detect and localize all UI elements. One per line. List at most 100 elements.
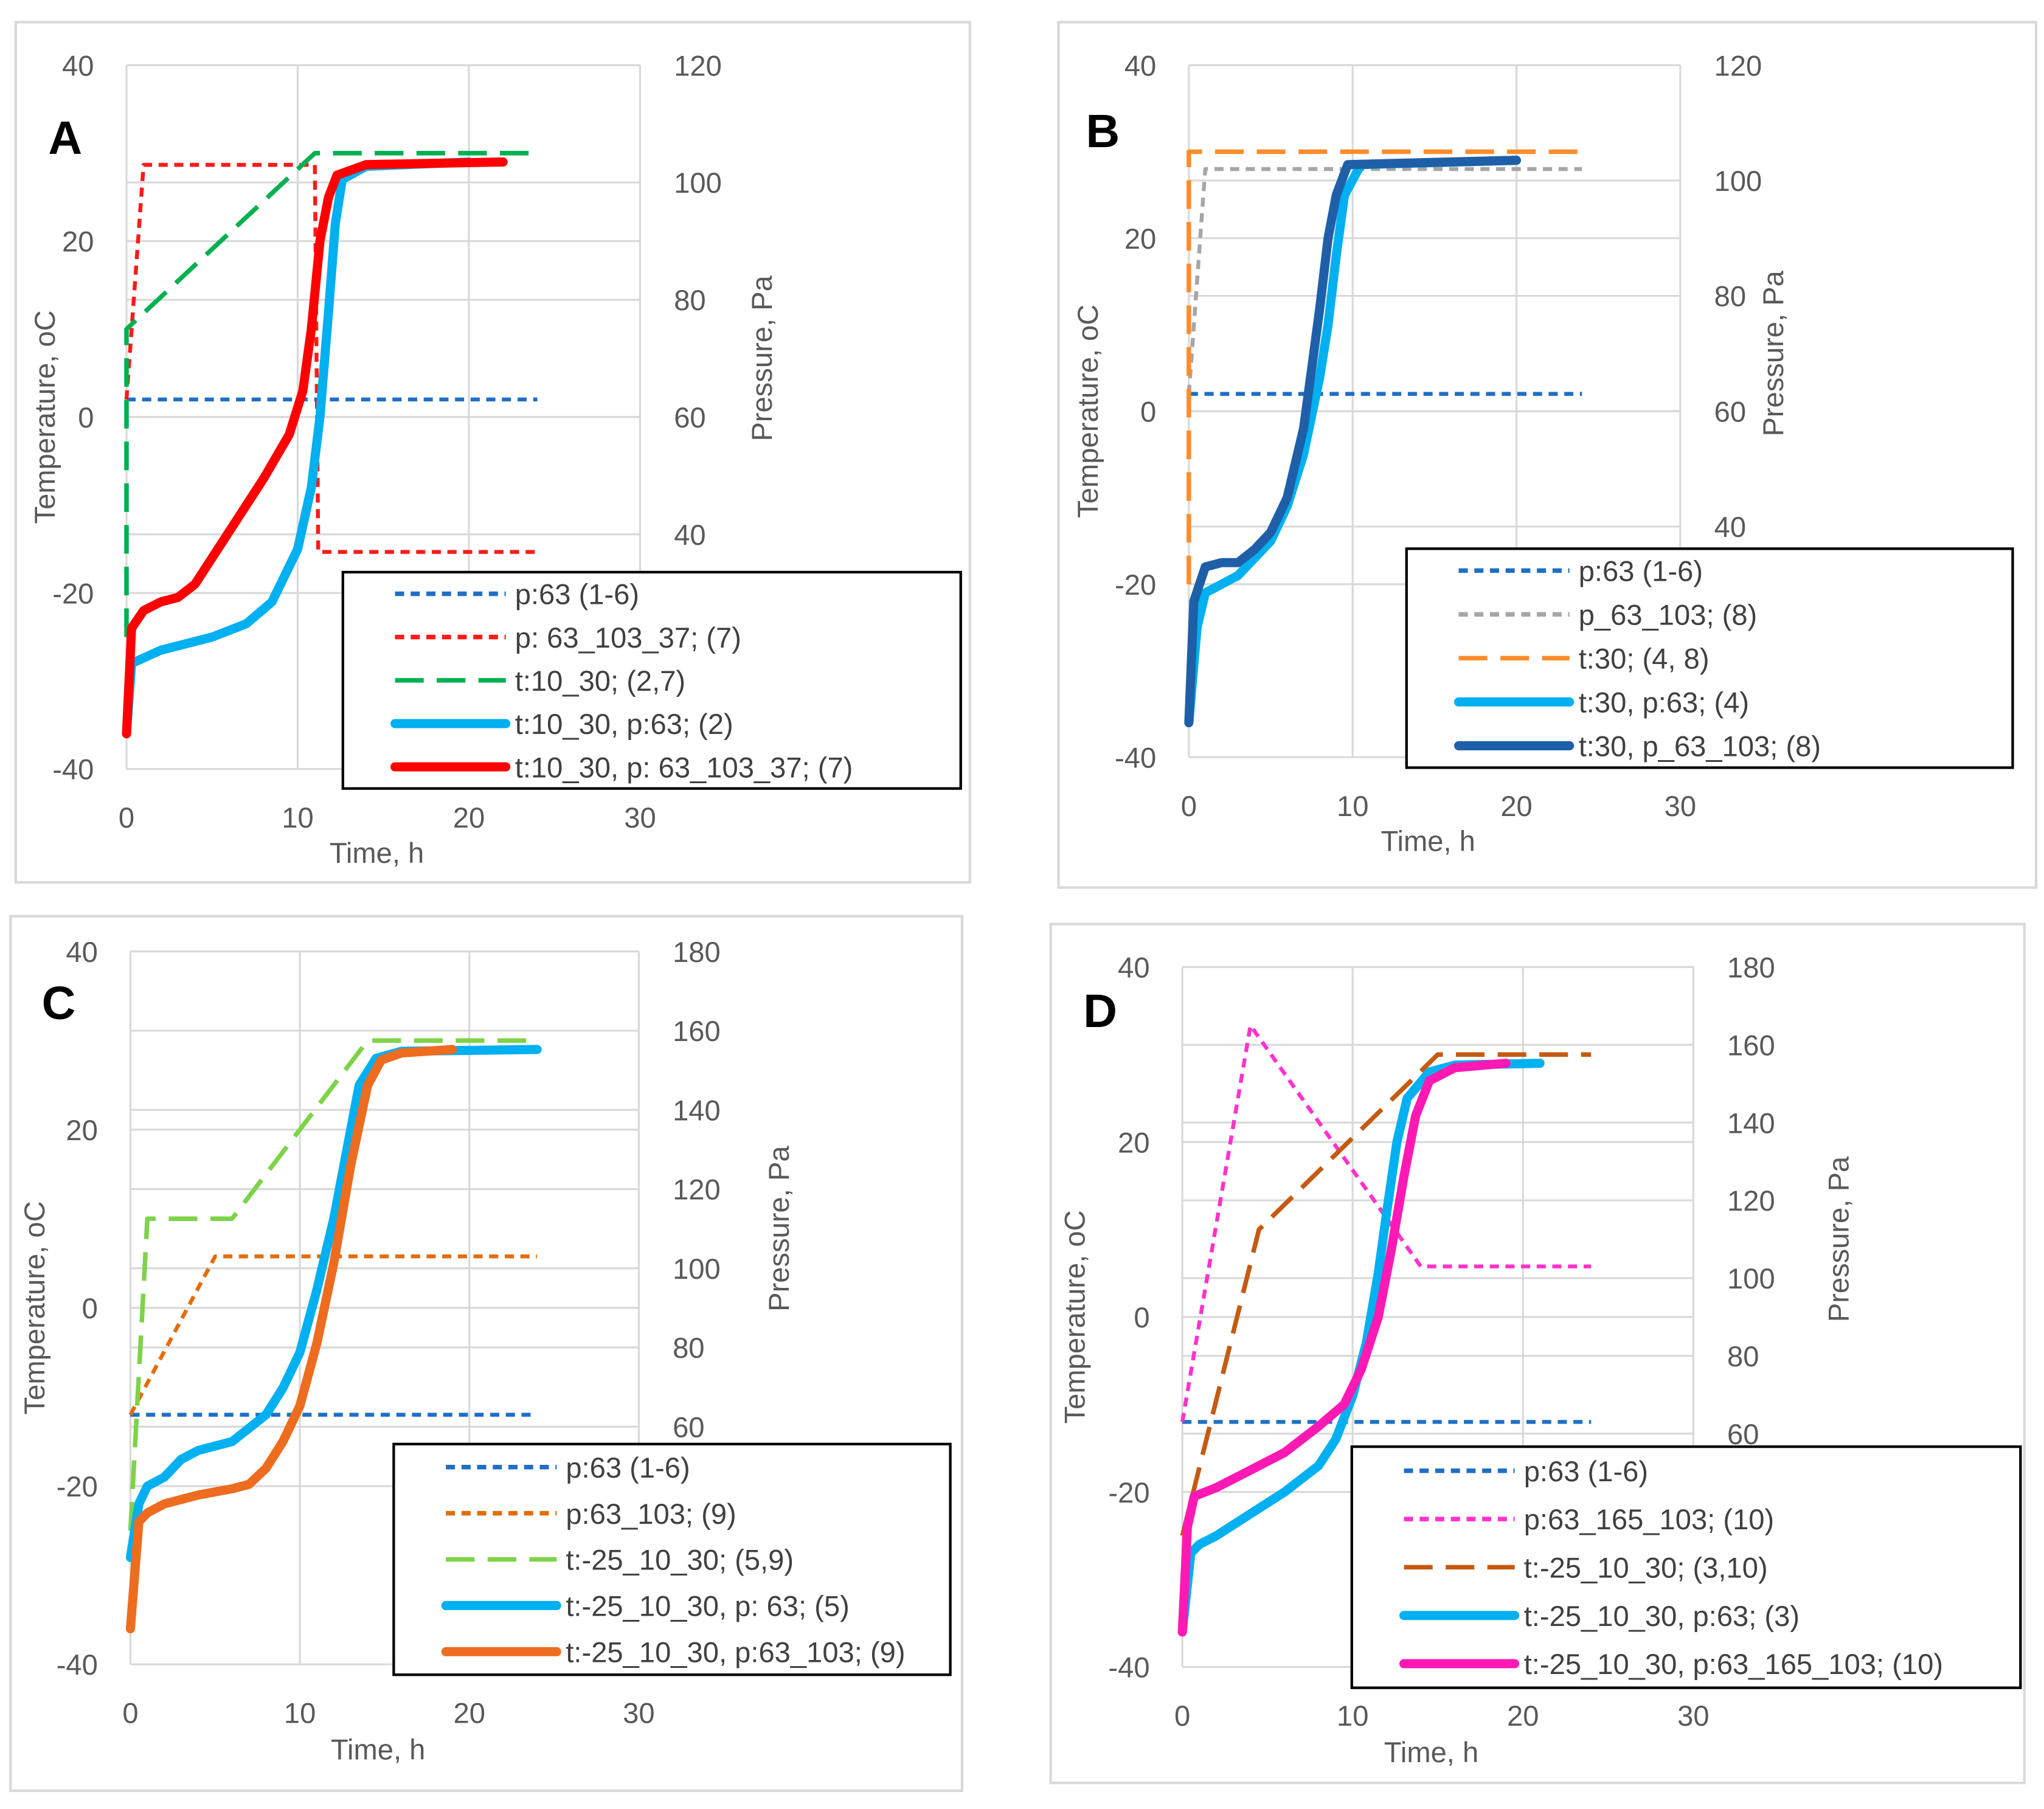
y-tick-label: 20 — [1124, 223, 1156, 255]
y-tick-label: -20 — [1115, 569, 1156, 601]
series-line — [125, 1045, 542, 1562]
series-line — [1180, 1023, 1592, 1422]
panel-b: -40 -20 0 20 40 40 60 80 100 120 0 10 20 30 Time, h Tem… — [1057, 21, 2038, 889]
y2-axis-title: Pressure, Pa — [1822, 1156, 1854, 1322]
legend-label: t:-25_10_30, p:63; (3) — [1524, 1600, 1800, 1632]
legend-item: t:30, p:63; (4) — [1454, 687, 1749, 719]
y2-tick-label: 40 — [1714, 511, 1746, 543]
y2-tick-label: 60 — [673, 1411, 704, 1443]
y2-axis-title: Pressure, Pa — [746, 275, 778, 441]
legend-item: t:-25_10_30; (5,9) — [446, 1544, 794, 1576]
y2-tick-label: 60 — [1714, 395, 1746, 427]
legend-box — [392, 1442, 952, 1676]
x-tick-label: 0 — [1174, 1700, 1190, 1732]
legend-item: t:-25_10_30; (3,10) — [1404, 1552, 1768, 1584]
y2-tick-label: 180 — [673, 936, 721, 968]
x-tick-label: 30 — [1665, 790, 1696, 822]
x-tick-label: 0 — [122, 1697, 138, 1729]
legend-item: p:63 (1-6) — [446, 1451, 690, 1484]
y-tick-label: 40 — [1118, 952, 1149, 984]
y-axis-title: Temperature, oC — [1072, 305, 1104, 518]
y2-tick-label: 160 — [673, 1015, 721, 1047]
y2-tick-label: 120 — [1714, 49, 1762, 81]
legend-label: t:-25_10_30, p:63_165_103; (10) — [1524, 1648, 1943, 1680]
legend-label: t:10_30; (2,7) — [515, 665, 685, 697]
legend-item: t:-25_10_30, p:63_165_103; (10) — [1399, 1648, 1943, 1680]
y-tick-label: 20 — [62, 226, 94, 258]
y-tick-label: -20 — [1108, 1476, 1149, 1509]
y2-axis-title: Pressure, Pa — [1757, 270, 1789, 436]
y2-tick-label: 100 — [1727, 1262, 1775, 1295]
legend-item: t:10_30, p:63; (2) — [390, 708, 733, 740]
panel-c: -40 -20 0 20 40 60 80 100 120 140 160 180 0 10 20 30 Tim… — [9, 915, 964, 1793]
legend-item: p: 63_103_37; (7) — [395, 621, 741, 654]
legend-item: p_63_103; (8) — [1458, 599, 1757, 631]
y2-tick-label: 100 — [1714, 165, 1762, 197]
y-tick-label: 40 — [66, 936, 97, 968]
legend-label: t:10_30, p:63; (2) — [515, 708, 733, 740]
series-line — [122, 157, 474, 739]
legend-item: t:-25_10_30, p: 63; (5) — [441, 1590, 850, 1622]
x-tick-label: 30 — [1677, 1700, 1709, 1732]
y2-tick-label: 60 — [1727, 1418, 1759, 1450]
panel-label: A — [48, 112, 82, 164]
y-tick-label: 40 — [1124, 49, 1156, 81]
panel-label: B — [1086, 105, 1120, 157]
legend-item: t:10_30, p: 63_103_37; (7) — [390, 751, 853, 783]
panel-d: -40 -20 0 20 40 60 80 100 120 140 160 180 0 10 20 30 Tim… — [1049, 922, 2026, 1785]
y2-tick-label: 140 — [673, 1094, 721, 1126]
legend-item: p:63 (1-6) — [1458, 555, 1703, 587]
y-tick-label: 0 — [82, 1292, 98, 1324]
legend-item: p:63 (1-6) — [1404, 1455, 1648, 1487]
legend: p:63 (1-6) p_63_103; (8) t:30; (4, 8) t:30,… — [1405, 547, 2014, 769]
series-line — [1187, 149, 1582, 584]
panel-label: C — [42, 977, 76, 1029]
legend-item: t:30, p_63_103; (8) — [1454, 730, 1821, 763]
legend-item: t:-25_10_30, p:63_103; (9) — [441, 1636, 906, 1668]
y-axis-title: Temperature, oC — [29, 310, 61, 524]
legend-label: t:30, p:63; (4) — [1579, 687, 1749, 719]
series-line — [1180, 1052, 1592, 1537]
series-line — [125, 1045, 457, 1634]
legend-label: t:-25_10_30, p: 63; (5) — [566, 1590, 849, 1622]
legend: p:63 (1-6) p:63_165_103; (10) t:-25_10_30… — [1350, 1445, 2022, 1689]
series-line — [124, 151, 538, 637]
x-axis-title: Time, h — [1384, 1736, 1478, 1768]
legend-label: p:63 (1-6) — [566, 1451, 690, 1484]
y2-tick-label: 100 — [674, 167, 722, 199]
series-line — [128, 1038, 538, 1531]
y2-tick-label: 40 — [674, 519, 705, 551]
y2-tick-label: 80 — [1727, 1340, 1759, 1372]
x-tick-label: 10 — [1337, 790, 1368, 822]
x-axis-title: Time, h — [330, 837, 424, 869]
y-tick-label: 40 — [62, 49, 94, 81]
y2-tick-label: 120 — [1727, 1185, 1775, 1217]
y-tick-label: 0 — [78, 401, 94, 434]
legend-item: p:63_103; (9) — [446, 1498, 736, 1530]
y2-tick-label: 100 — [673, 1253, 721, 1285]
y-axis-title: Temperature, oC — [18, 1201, 50, 1414]
legend-label: p: 63_103_37; (7) — [515, 621, 741, 654]
legend-label: t:-25_10_30, p:63_103; (9) — [566, 1636, 905, 1668]
x-tick-label: 30 — [623, 1697, 654, 1729]
legend: p:63 (1-6) p: 63_103_37; (7) t:10_30; (2,7… — [341, 570, 962, 790]
legend-label: t:30, p_63_103; (8) — [1579, 730, 1821, 763]
legend-label: p:63_103; (9) — [566, 1498, 736, 1530]
y2-tick-label: 120 — [673, 1174, 721, 1206]
panel-label: D — [1083, 985, 1117, 1037]
legend-label: p:63 (1-6) — [1524, 1455, 1648, 1487]
legend-item: t:30; (4, 8) — [1458, 643, 1710, 675]
x-tick-label: 30 — [624, 801, 656, 834]
legend-label: p:63_165_103; (10) — [1524, 1503, 1775, 1535]
y2-tick-label: 80 — [674, 284, 705, 316]
legend-item: p:63_165_103; (10) — [1404, 1503, 1775, 1535]
y-tick-label: 20 — [1118, 1126, 1149, 1158]
legend-label: p:63 (1-6) — [515, 578, 639, 610]
series-line — [128, 1254, 538, 1416]
legend-label: p:63 (1-6) — [1579, 555, 1703, 587]
y-tick-label: -40 — [57, 1648, 98, 1681]
x-tick-label: 0 — [1181, 790, 1197, 822]
series-line — [124, 162, 538, 554]
legend-label: t:-25_10_30; (3,10) — [1524, 1552, 1768, 1584]
